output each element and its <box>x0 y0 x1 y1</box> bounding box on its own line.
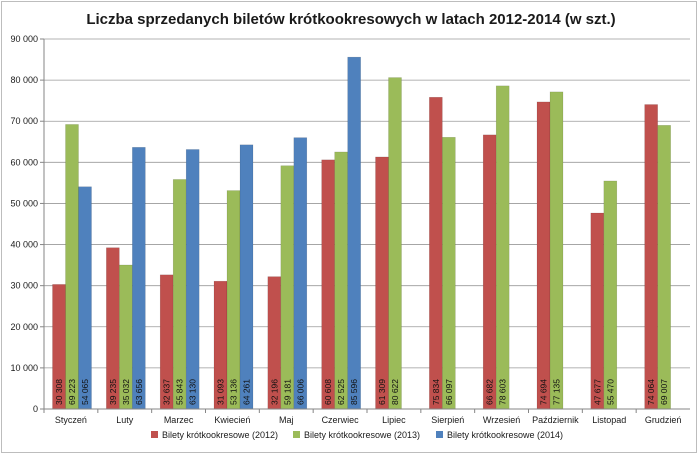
bar-3 <box>185 149 200 410</box>
data-label: 66 682 <box>485 379 495 405</box>
data-label: 59 181 <box>282 379 292 405</box>
bar-1 <box>429 96 443 410</box>
data-label: 35 032 <box>121 379 131 405</box>
legend: Bilety krótkookresowe (2012) Bilety krótk… <box>151 430 563 440</box>
y-tick-label: 40 000 <box>10 240 38 250</box>
bars <box>52 56 671 410</box>
data-label: 47 677 <box>592 379 602 405</box>
data-label: 80 622 <box>390 379 400 405</box>
data-label: 31 093 <box>216 379 226 405</box>
legend-label: Bilety krótkookresowe (2013) <box>304 430 420 440</box>
data-label: 64 261 <box>242 379 252 405</box>
bar-3 <box>239 144 254 410</box>
bar-2 <box>65 124 79 410</box>
bar-2 <box>334 151 348 410</box>
data-label: 74 064 <box>646 379 656 405</box>
x-tick-label: Lipiec <box>382 415 406 425</box>
legend-swatch-2 <box>293 431 300 438</box>
x-tick-label: Luty <box>116 415 134 425</box>
data-label: 55 843 <box>175 379 185 405</box>
bar-1 <box>321 159 335 410</box>
data-label: 60 608 <box>323 379 333 405</box>
legend-swatch-3 <box>436 431 443 438</box>
data-label: 85 596 <box>349 379 359 405</box>
x-tick-label: Sierpień <box>431 415 464 425</box>
data-label: 62 525 <box>336 379 346 405</box>
data-label: 69 007 <box>659 379 669 405</box>
data-label: 53 136 <box>229 379 239 405</box>
data-label: 66 006 <box>295 379 305 405</box>
bar-3 <box>293 137 308 410</box>
x-tick-label: Listopad <box>592 415 626 425</box>
bar-1 <box>536 101 551 410</box>
x-tick-label: Grudzień <box>645 415 682 425</box>
bar-3 <box>78 186 92 410</box>
bar-1 <box>375 156 389 410</box>
legend-swatch-1 <box>151 431 158 438</box>
y-tick-label: 50 000 <box>10 198 38 208</box>
x-tick-label: Październik <box>532 415 579 425</box>
data-label: 66 097 <box>444 379 454 405</box>
y-tick-label: 60 000 <box>10 157 38 167</box>
legend-label: Bilety krótkookresowe (2014) <box>447 430 563 440</box>
data-label: 78 603 <box>498 379 508 405</box>
y-tick-label: 30 000 <box>10 281 38 291</box>
bar-2 <box>172 179 187 410</box>
bar-1 <box>482 134 497 410</box>
bar-2 <box>549 91 564 410</box>
bar-2 <box>280 165 295 410</box>
y-tick-label: 20 000 <box>10 322 38 332</box>
bar-2 <box>657 125 671 410</box>
bar-1 <box>644 104 658 410</box>
data-label: 74 694 <box>539 379 549 405</box>
bar-2 <box>226 190 241 410</box>
gridlines <box>44 38 690 410</box>
data-label: 32 196 <box>269 379 279 405</box>
data-label: 75 834 <box>431 379 441 405</box>
data-label: 54 065 <box>80 379 90 405</box>
chart-title: Liczba sprzedanych biletów krótkookresow… <box>86 11 615 28</box>
bar-2 <box>388 77 402 410</box>
data-label: 30 308 <box>54 379 64 405</box>
bar-3 <box>132 147 146 410</box>
data-labels: 30 308 69 223 54 065 39 235 35 032 63 656 32 6… <box>54 379 669 405</box>
y-tick-label: 70 000 <box>10 116 38 126</box>
x-tick-label: Wrzesień <box>483 415 520 425</box>
x-tick-label: Kwiecień <box>214 415 250 425</box>
data-label: 55 470 <box>605 379 615 405</box>
y-tick-label: 90 000 <box>10 34 38 44</box>
bar-2 <box>442 137 456 410</box>
data-label: 63 130 <box>188 379 198 405</box>
y-tick-label: 0 <box>33 404 38 414</box>
bar-2 <box>495 85 510 410</box>
x-tick-label: Czerwiec <box>322 415 360 425</box>
data-label: 63 656 <box>134 379 144 405</box>
data-label: 32 637 <box>162 379 172 405</box>
x-tick-label: Maj <box>279 415 294 425</box>
data-label: 61 309 <box>377 379 387 405</box>
x-tick-label: Marzec <box>164 415 194 425</box>
y-tick-label: 10 000 <box>10 363 38 373</box>
data-label: 77 135 <box>552 379 562 405</box>
x-tick-label: Styczeń <box>55 415 87 425</box>
data-label: 69 223 <box>67 379 77 405</box>
data-label: 39 235 <box>108 379 118 405</box>
y-tick-label: 80 000 <box>10 75 38 85</box>
bar-2 <box>603 180 618 410</box>
legend-label: Bilety krótkookresowe (2012) <box>162 430 278 440</box>
bar-3 <box>347 56 361 410</box>
axes: 0 10 000 20 000 30 000 40 000 50 000 60 000 70 … <box>10 34 690 425</box>
